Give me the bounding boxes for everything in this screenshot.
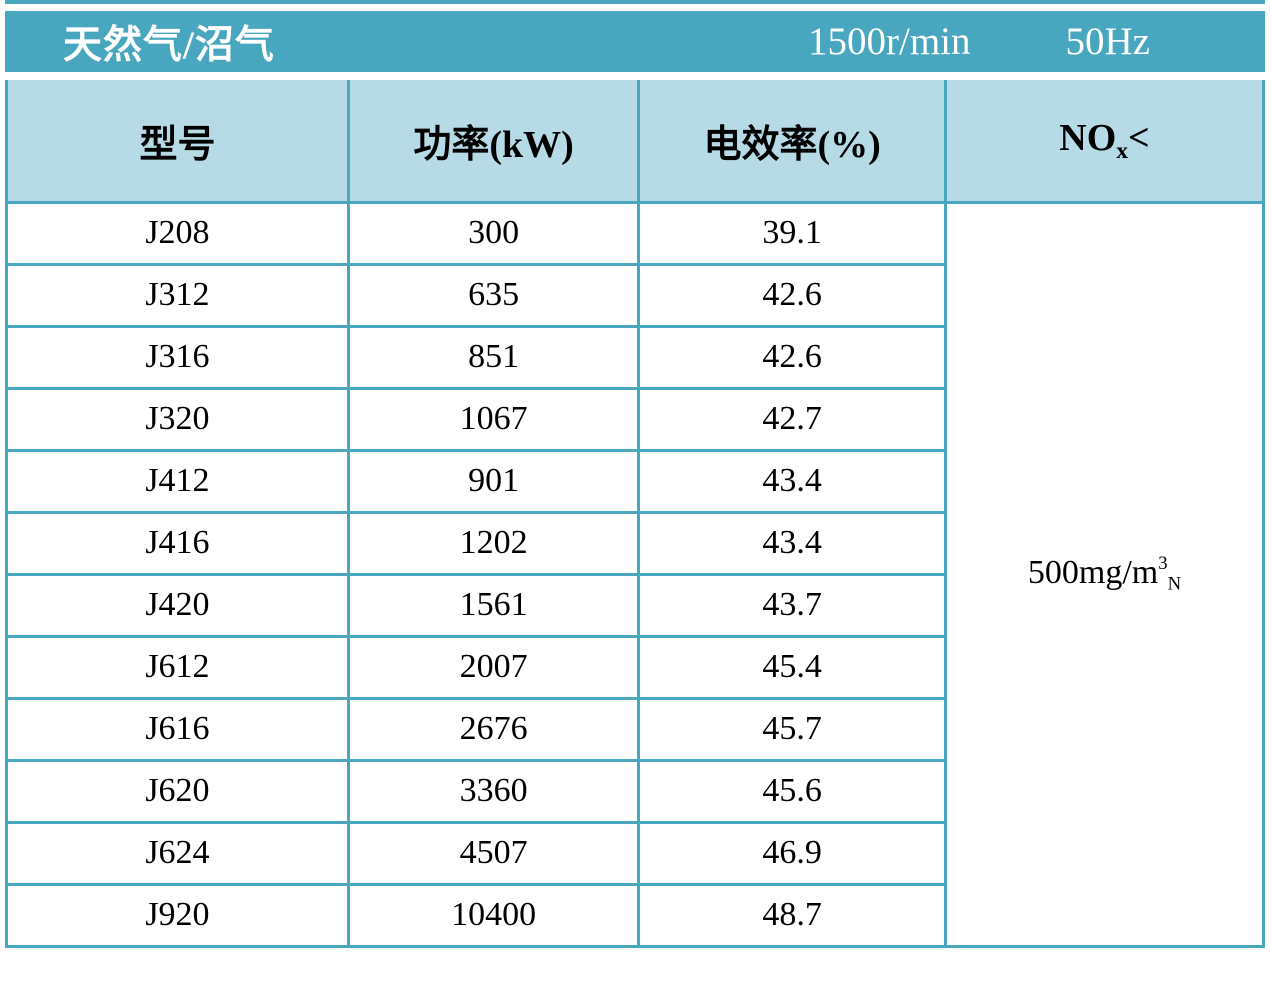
efficiency-cell: 42.6 [637,324,947,390]
column-header-nox: NOx< [943,80,1266,204]
efficiency-cell: 46.9 [637,820,947,886]
efficiency-cell: 45.6 [637,758,947,824]
efficiency-cell: 42.7 [637,386,947,452]
table-row: J412 901 43.4 [5,448,1264,514]
power-cell: 851 [346,324,641,390]
model-cell: J920 [5,882,350,948]
table-row: J312 635 42.6 [5,262,1264,328]
model-cell: J624 [5,820,350,886]
model-cell: J412 [5,448,350,514]
table-row: J616 2676 45.7 [5,696,1264,762]
table-row: J920 10400 48.7 [5,882,1264,948]
power-cell: 4507 [346,820,641,886]
column-header-efficiency: 电效率(%) [637,80,947,204]
nox-limit-superscript: 3 [1158,552,1168,574]
less-than-symbol: < [1128,116,1150,159]
model-cell: J312 [5,262,350,328]
table-row: J316 851 42.6 [5,324,1264,390]
nox-subscript: x [1116,137,1129,164]
model-cell: J616 [5,696,350,762]
power-cell: 901 [346,448,641,514]
efficiency-cell: 43.7 [637,572,947,638]
model-cell: J420 [5,572,350,638]
model-cell: J620 [5,758,350,824]
nox-limit-value: 500mg/m [1027,553,1159,591]
power-cell: 1561 [346,572,641,638]
model-cell: J316 [5,324,350,390]
table-row: J208 300 39.1 500mg/m3N [5,200,1266,948]
model-cell: J416 [5,510,350,576]
efficiency-cell: 43.4 [637,448,947,514]
model-cell: J612 [5,634,350,700]
header-row: 型号 功率(kW) 电效率(%) NOx< [5,80,1266,204]
column-header-power: 功率(kW) [346,80,641,204]
nox-limit-cell: 500mg/m3N [943,200,1266,948]
model-cell: J320 [5,386,350,452]
model-cell: J208 [5,200,350,266]
table-row: J420 1561 43.7 [5,572,1264,638]
efficiency-cell: 43.4 [637,510,947,576]
nox-limit-subscript: N [1167,573,1182,595]
table-row: J620 3360 45.6 [5,758,1264,824]
column-header-model: 型号 [5,80,350,204]
table-row: J624 4507 46.9 [5,820,1264,886]
power-cell: 2676 [346,696,641,762]
power-cell: 3360 [346,758,641,824]
top-border-rule [5,0,1265,4]
engine-speed-label: 1500r/min [808,20,971,63]
nox-label: NO [1059,116,1117,159]
efficiency-cell: 39.1 [637,200,947,266]
efficiency-cell: 45.4 [637,634,947,700]
table-row: J416 1202 43.4 [5,510,1264,576]
table-row: J320 1067 42.7 [5,386,1264,452]
fuel-type-label: 天然气/沼气 [63,23,275,67]
power-cell: 1202 [346,510,641,576]
power-cell: 635 [346,262,641,328]
power-cell: 300 [346,200,641,266]
frequency-label: 50Hz [1065,20,1150,63]
power-cell: 1067 [346,386,641,452]
power-cell: 10400 [346,882,641,948]
table-row: J612 2007 45.4 [5,634,1264,700]
engine-spec-table: 型号 功率(kW) 电效率(%) NOx< J208 300 39.1 500m… [5,80,1266,948]
efficiency-cell: 48.7 [637,882,947,948]
power-cell: 2007 [346,634,641,700]
table-title-band: 天然气/沼气 1500r/min 50Hz [5,11,1265,72]
efficiency-cell: 42.6 [637,262,947,328]
efficiency-cell: 45.7 [637,696,947,762]
